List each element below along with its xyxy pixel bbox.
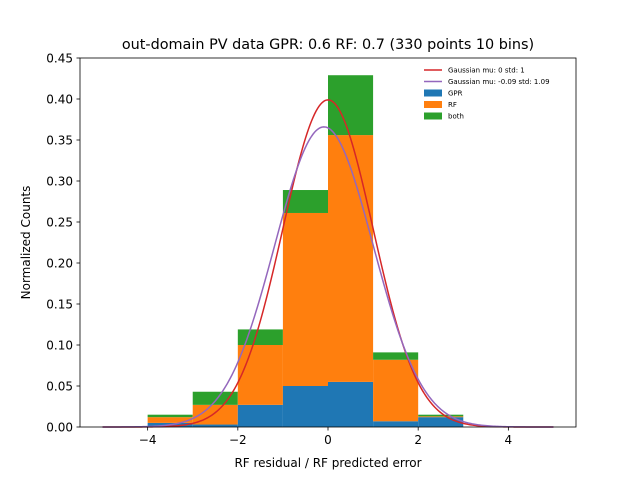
y-tick-label: 0.05	[46, 379, 73, 393]
y-tick-label: 0.25	[46, 215, 73, 229]
bar-rf-5	[373, 359, 419, 422]
chart-title: out-domain PV data GPR: 0.6 RF: 0.7 (330…	[122, 37, 534, 53]
y-tick-label: 0.35	[46, 133, 73, 147]
x-tick-label: −2	[229, 433, 247, 447]
x-tick-label: 4	[505, 433, 513, 447]
bars-layer	[147, 75, 464, 427]
y-tick-label: 0.45	[46, 51, 73, 65]
legend-entry-label: RF	[448, 101, 457, 109]
legend-entry-label: GPR	[448, 90, 463, 98]
x-tick-label: −4	[139, 433, 157, 447]
gaussian-curve-0	[102, 99, 554, 428]
x-tick-label: 2	[414, 433, 422, 447]
bar-gpr-1	[192, 424, 238, 427]
x-tick-label: 0	[324, 433, 332, 447]
bar-gpr-3	[282, 386, 328, 427]
legend-patch-swatch	[424, 101, 442, 108]
bar-gpr-5	[373, 421, 419, 427]
legend-entry-label: Gaussian mu: -0.09 std: 1.09	[448, 78, 550, 86]
y-tick-label: 0.10	[46, 338, 73, 352]
bar-both-2	[237, 329, 283, 345]
x-axis-ticks: −4 −2 0 2 4	[139, 427, 512, 447]
bar-gpr-6	[418, 417, 464, 427]
y-tick-label: 0.15	[46, 297, 73, 311]
bar-rf-4	[328, 135, 374, 382]
y-tick-label: 0.00	[46, 420, 73, 434]
legend-entry-label: both	[448, 113, 464, 121]
curves-layer	[102, 99, 554, 428]
bar-rf-3	[282, 212, 328, 386]
y-tick-label: 0.30	[46, 174, 73, 188]
y-tick-label: 0.40	[46, 92, 73, 106]
y-axis-ticks: 0.00 0.05 0.10 0.15 0.20 0.25 0.30 0.35 0.40 0.45	[46, 51, 80, 434]
bar-both-5	[373, 352, 419, 360]
bar-both-4	[328, 75, 374, 136]
bar-both-3	[282, 190, 328, 213]
bar-gpr-2	[237, 404, 283, 427]
legend-patch-swatch	[424, 89, 442, 97]
bar-rf-6	[418, 416, 464, 418]
bar-gpr-4	[328, 381, 374, 427]
legend: Gaussian mu: 0 std: 1 Gaussian mu: -0.09 …	[424, 67, 550, 121]
bar-rf-0	[147, 417, 193, 423]
y-tick-label: 0.20	[46, 256, 73, 270]
x-axis-label: RF residual / RF predicted error	[234, 456, 421, 470]
bar-both-0	[147, 414, 193, 418]
bar-rf-2	[237, 345, 283, 405]
bar-both-6	[418, 414, 464, 417]
y-axis-label: Normalized Counts	[19, 186, 33, 300]
gaussian-curve-1	[102, 126, 554, 428]
legend-patch-swatch	[424, 112, 442, 120]
legend-entry-label: Gaussian mu: 0 std: 1	[448, 67, 525, 75]
